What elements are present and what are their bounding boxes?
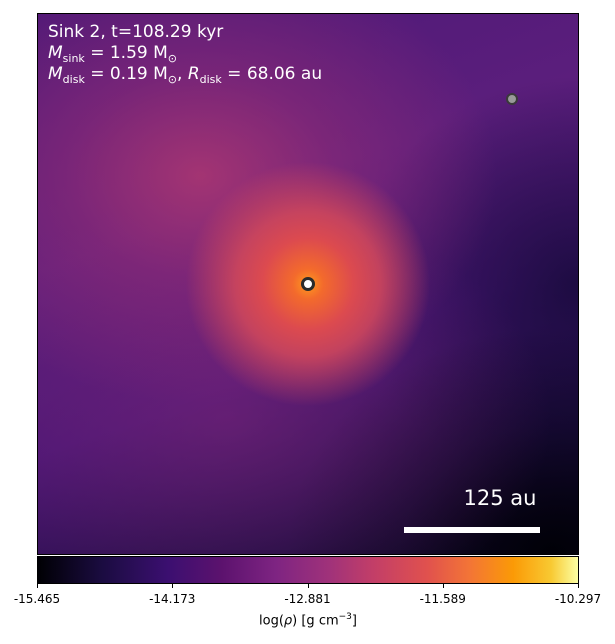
scale-bar: [404, 527, 540, 533]
colorbar-tick: [172, 584, 174, 588]
colorbar: [37, 556, 579, 584]
colorbar-tick: [307, 584, 309, 588]
colorbar-tick-label: -14.173: [149, 592, 196, 606]
sink-mass-label: Msink = 1.59 M⊙: [48, 43, 178, 65]
sink-secondary-marker: [506, 93, 519, 106]
colorbar-tick-label: -12.881: [284, 592, 331, 606]
colorbar-label: log(ρ) [g cm−3]: [259, 612, 357, 629]
sink-time-label: Sink 2, t=108.29 kyr: [48, 22, 224, 42]
sink-2-primary-marker: [301, 277, 315, 291]
disk-properties-label: Mdisk = 0.19 M⊙, Rdisk = 68.06 au: [48, 64, 323, 86]
density-projection-panel: Sink 2, t=108.29 kyr Msink = 1.59 M⊙ Mdi…: [37, 13, 579, 555]
colorbar-tick-label: -15.465: [13, 592, 61, 606]
colorbar-tick: [37, 584, 38, 588]
colorbar-tick: [578, 584, 579, 588]
colorbar-tick-label: -10.297: [554, 592, 602, 606]
colorbar-tick: [442, 584, 444, 588]
scale-bar-label: 125 au: [463, 486, 537, 510]
colorbar-tick-label: -11.589: [419, 592, 466, 606]
